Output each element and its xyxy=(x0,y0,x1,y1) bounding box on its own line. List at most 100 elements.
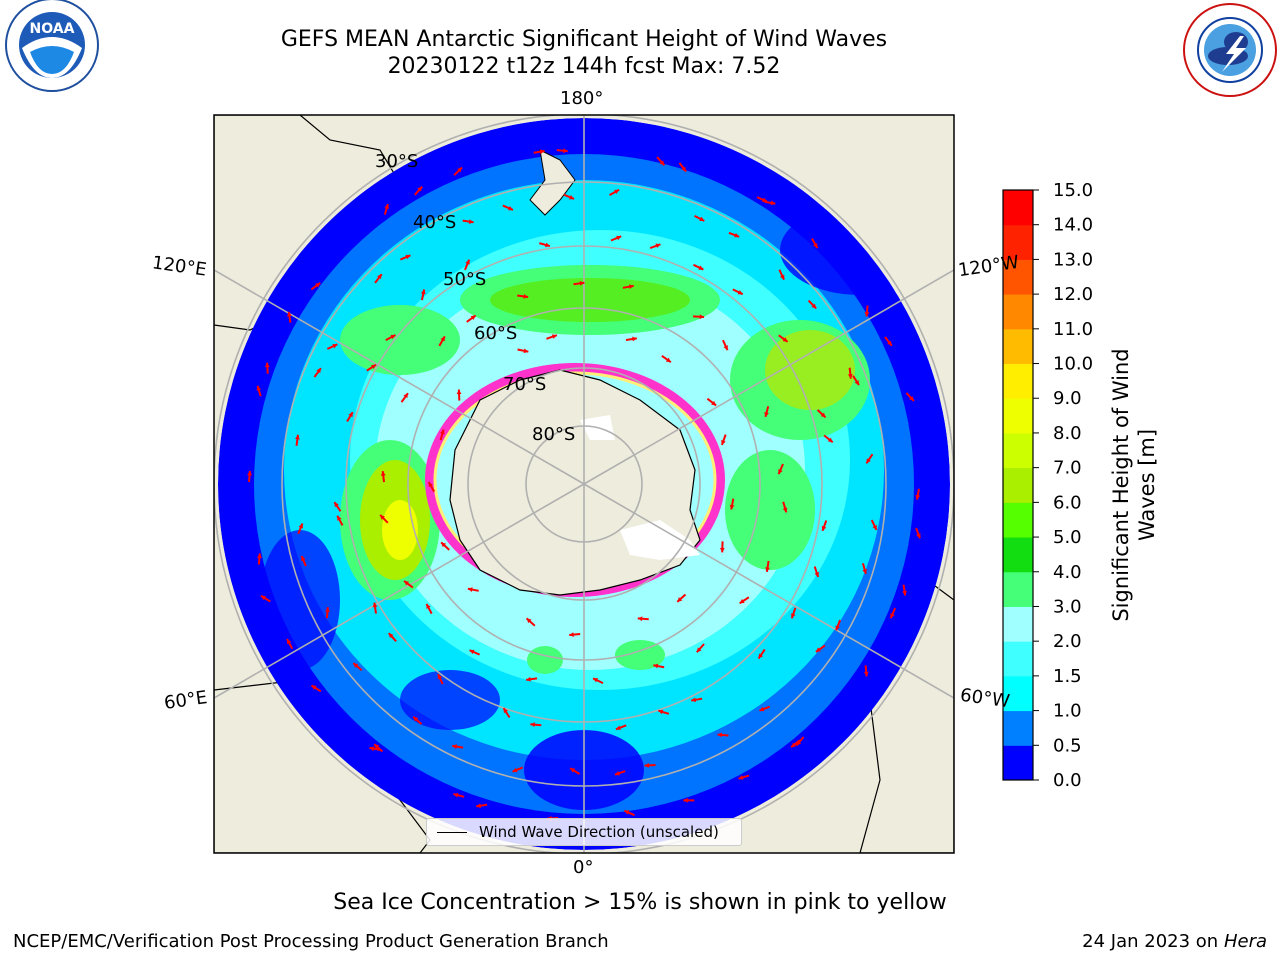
lat-label-40s: 40°S xyxy=(413,212,457,233)
wind-wave-arrow-head xyxy=(762,197,768,203)
wind-wave-arrow-head xyxy=(665,357,671,363)
wind-wave-arrow-head xyxy=(426,603,431,609)
footer-date-text: 24 Jan 2023 on xyxy=(1082,931,1224,952)
colorbar-segment xyxy=(1003,606,1033,642)
noaa-logo: NOAA xyxy=(5,0,99,92)
wind-wave-arrow-head xyxy=(334,502,339,508)
wind-wave-arrow-head xyxy=(717,732,723,738)
colorbar-tick-label: 8.0 xyxy=(1053,423,1082,444)
wind-wave-arrow-head xyxy=(469,649,475,655)
wind-wave-arrow-head xyxy=(653,663,659,669)
colorbar-segment xyxy=(1003,224,1033,260)
wind-wave-arrow-head xyxy=(779,274,785,280)
wind-wave-arrow-head xyxy=(465,259,470,265)
wind-wave-arrow-head xyxy=(796,740,802,746)
colorbar-segment xyxy=(1003,432,1033,469)
wind-wave-arrow-head xyxy=(437,674,443,680)
wind-wave-arrow-head xyxy=(887,340,892,346)
wind-wave-arrow-head xyxy=(835,625,840,631)
wind-wave-arrow-head xyxy=(539,149,545,155)
wind-wave-arrow-head xyxy=(369,746,375,752)
wind-wave-arrow-head xyxy=(915,494,921,500)
wind-wave-arrow-head xyxy=(467,587,473,592)
wind-wave-arrow-head xyxy=(632,336,637,342)
wind-wave-arrow-head xyxy=(287,311,292,317)
wind-wave-arrow-head xyxy=(719,547,725,553)
wind-wave-arrow-head xyxy=(791,742,797,748)
wind-wave-arrow-head xyxy=(711,400,717,406)
sea-ice-caption: Sea Ice Concentration > 15% is shown in … xyxy=(333,890,947,915)
wind-wave-arrow-head xyxy=(523,348,529,354)
colorbar-tick-label: 6.0 xyxy=(1053,492,1082,513)
wind-wave-arrow-head xyxy=(890,613,895,619)
wind-wave-arrow-head xyxy=(814,572,820,577)
wind-wave-arrow-head xyxy=(523,293,529,299)
wind-wave-arrow-head xyxy=(456,389,462,395)
wind-wave-arrow-head xyxy=(371,364,377,370)
wind-wave-arrow-head xyxy=(813,243,818,249)
wind-wave-arrow-head xyxy=(390,334,396,340)
colorbar-segment xyxy=(1003,710,1033,746)
chart-title: GEFS MEAN Antarctic Significant Height o… xyxy=(280,27,888,52)
legend-line-swatch xyxy=(437,832,467,833)
colorbar-tick-label: 3.0 xyxy=(1053,596,1082,617)
wind-wave-arrow-head xyxy=(405,254,411,260)
wind-wave-arrow-head xyxy=(247,470,252,476)
wind-wave-arrow-head xyxy=(765,567,770,572)
legend-label: Wind Wave Direction (unscaled) xyxy=(479,823,719,841)
wind-wave-arrow-head xyxy=(847,374,853,379)
wind-wave-arrow-head xyxy=(864,311,870,317)
wind-wave-arrow-head xyxy=(440,336,445,342)
wind-wave-arrow-head xyxy=(615,725,621,730)
wind-wave-arrow-head xyxy=(325,607,330,612)
colorbar-segment xyxy=(1003,675,1033,712)
wind-wave-arrow-head xyxy=(526,676,531,682)
wind-wave-arrow-head xyxy=(452,744,457,749)
wind-wave-arrow-head xyxy=(374,744,380,749)
colorbar-segment xyxy=(1003,745,1033,781)
wind-wave-arrow-head xyxy=(372,602,378,608)
wind-wave-arrow-head xyxy=(729,504,735,510)
wind-wave-arrow-head xyxy=(353,663,359,668)
colorbar-segment xyxy=(1003,502,1033,538)
wind-wave-arrow-head xyxy=(624,810,630,815)
colorbar: 0.0 0.5 1.0 1.5 2.0 3.0 4.0 5.0 6.0 7.0 8.0 9.0 10.0… xyxy=(1002,180,1093,791)
colorbar-tick-label: 7.0 xyxy=(1053,458,1082,479)
lat-label-50s: 50°S xyxy=(443,269,487,290)
wind-wave-arrow-head xyxy=(257,553,262,559)
wind-wave-arrow-head xyxy=(778,469,783,475)
colorbar-segment xyxy=(1003,328,1033,365)
wind-wave-arrow-head xyxy=(413,716,419,722)
wind-wave-arrow-head xyxy=(260,595,266,601)
wind-wave-arrow-head xyxy=(295,434,300,440)
wind-wave-arrows xyxy=(247,148,921,821)
colorbar-tick-label: 0.0 xyxy=(1053,770,1082,791)
wind-wave-arrow-head xyxy=(862,569,868,574)
colorbar-segment xyxy=(1003,259,1033,295)
wind-wave-arrow-head xyxy=(854,380,859,386)
wind-wave-arrow-head xyxy=(428,482,433,488)
wind-wave-arrow-head xyxy=(569,195,575,200)
wind-wave-arrow-head xyxy=(441,542,447,548)
wind-wave-arrow-head xyxy=(916,533,921,539)
graticule xyxy=(214,115,954,853)
wind-wave-arrow-head xyxy=(315,282,321,288)
lat-label-60s: 60°S xyxy=(474,323,518,344)
wind-wave-arrow-head xyxy=(699,314,705,320)
wind-wave-arrow-head xyxy=(563,148,568,154)
wind-wave-arrow-head xyxy=(827,437,833,443)
wind-wave-arrow-head xyxy=(614,189,620,195)
wind-wave-arrow-head xyxy=(569,632,574,637)
wind-wave-arrow-head xyxy=(782,337,788,342)
lat-label-70s: 70°S xyxy=(503,374,547,395)
colorbar-tick-label: 2.0 xyxy=(1053,631,1082,652)
wind-wave-arrow-head xyxy=(614,770,620,776)
wind-wave-arrow-head xyxy=(758,653,764,659)
footer-branch: NCEP/EMC/Verification Post Processing Pr… xyxy=(13,931,609,952)
wind-wave-arrow-head xyxy=(738,775,744,780)
colorbar-segment xyxy=(1003,190,1033,226)
wind-wave-arrow-head xyxy=(476,803,481,809)
wind-wave-arrow-head xyxy=(593,678,599,683)
wind-wave-arrow-head xyxy=(811,303,817,309)
